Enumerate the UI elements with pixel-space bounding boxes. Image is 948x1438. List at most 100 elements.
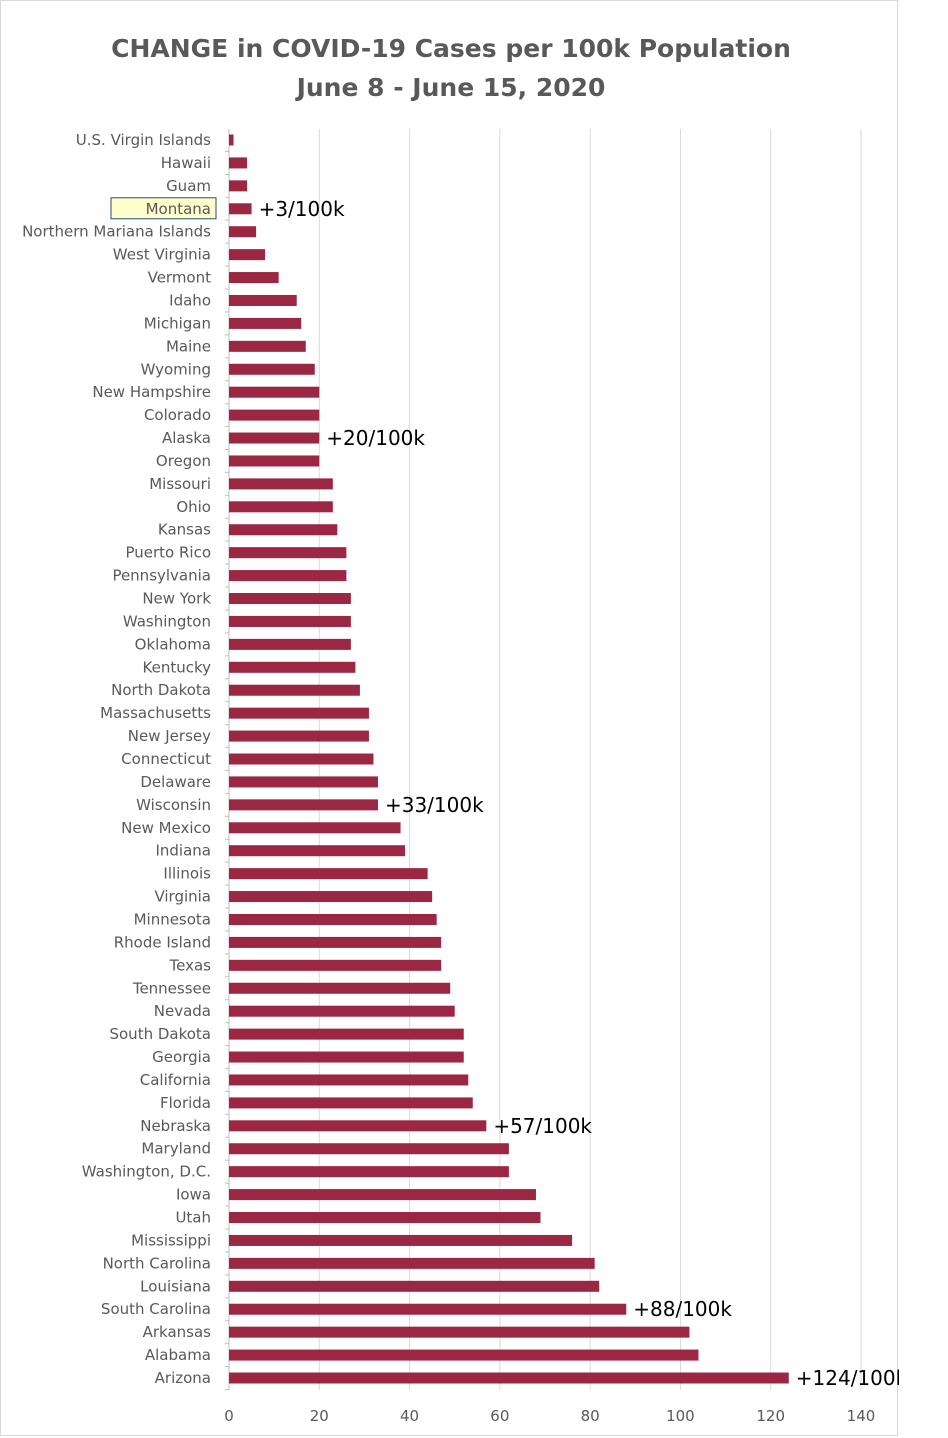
category-label: Washington, D.C. <box>82 1163 211 1181</box>
bar <box>229 501 333 513</box>
bar-annotation: +3/100k <box>259 197 345 221</box>
category-label: Ohio <box>176 498 211 516</box>
category-label: Montana <box>146 200 211 218</box>
category-label: Hawaii <box>161 154 211 172</box>
category-label: Connecticut <box>121 750 211 768</box>
bar <box>229 1051 464 1063</box>
bar <box>229 638 351 650</box>
bar <box>229 799 378 811</box>
bar-annotation: +88/100k <box>633 1297 732 1321</box>
category-label: Idaho <box>169 291 211 309</box>
highlight-box <box>110 197 217 220</box>
category-label: Wisconsin <box>136 796 211 814</box>
bar <box>229 1257 595 1269</box>
bar <box>229 661 356 673</box>
category-label: Minnesota <box>134 910 211 928</box>
category-label: Virginia <box>154 888 211 906</box>
category-label: South Dakota <box>109 1025 211 1043</box>
bar <box>229 1120 487 1132</box>
x-tick-label: 40 <box>400 1407 419 1425</box>
category-label: Kansas <box>158 521 211 539</box>
bar <box>229 1349 699 1361</box>
bar-annotation: +124/100k <box>796 1366 899 1390</box>
bar <box>229 455 320 467</box>
bar <box>229 340 306 352</box>
bar <box>229 845 406 857</box>
category-label: Vermont <box>148 269 212 287</box>
category-label: Pennsylvania <box>112 567 211 585</box>
category-label: Georgia <box>152 1048 211 1066</box>
bar <box>229 753 374 765</box>
bar-annotation: +20/100k <box>326 426 425 450</box>
category-label: South Carolina <box>101 1300 211 1318</box>
bar <box>229 1074 469 1086</box>
category-label: Illinois <box>163 865 211 883</box>
category-label: West Virginia <box>113 246 211 264</box>
bar <box>229 982 451 994</box>
category-label: Rhode Island <box>114 933 211 951</box>
bar <box>229 317 302 329</box>
category-label: Louisiana <box>140 1277 211 1295</box>
bar <box>229 868 428 880</box>
bar <box>229 959 442 971</box>
category-label: Massachusetts <box>100 704 211 722</box>
category-label: Oregon <box>156 452 211 470</box>
x-tick-label: 60 <box>490 1407 509 1425</box>
chart-title: CHANGE in COVID-19 Cases per 100k Popula… <box>1 29 901 107</box>
bar <box>229 386 320 398</box>
category-label: Indiana <box>155 842 211 860</box>
category-label: Utah <box>175 1209 211 1227</box>
category-label: New Jersey <box>128 727 211 745</box>
category-label: Nevada <box>154 1002 211 1020</box>
x-tick-label: 140 <box>847 1407 876 1425</box>
category-label: Puerto Rico <box>125 544 211 562</box>
bar <box>229 776 378 788</box>
bar <box>229 1372 789 1384</box>
x-tick-label: 80 <box>581 1407 600 1425</box>
bar <box>229 363 315 375</box>
category-label: Guam <box>166 177 211 195</box>
category-label: Arkansas <box>143 1323 212 1341</box>
x-tick-label: 120 <box>756 1407 785 1425</box>
bar-annotation: +57/100k <box>493 1114 592 1138</box>
bar <box>229 203 252 215</box>
category-label: North Carolina <box>103 1254 211 1272</box>
bar <box>229 409 320 421</box>
bar <box>229 730 369 742</box>
bar <box>229 570 347 582</box>
bar <box>229 294 297 306</box>
bar <box>229 1097 473 1109</box>
x-tick-label: 100 <box>666 1407 695 1425</box>
bar-annotation: +33/100k <box>385 793 484 817</box>
bar <box>229 134 234 146</box>
category-label: Texas <box>169 956 212 974</box>
category-label: Colorado <box>144 406 211 424</box>
bar <box>229 1005 455 1017</box>
x-tick-label: 0 <box>224 1407 234 1425</box>
bar <box>229 1280 600 1292</box>
bar <box>229 615 351 627</box>
bar <box>229 1234 573 1246</box>
category-label: New Mexico <box>121 819 211 837</box>
category-label: Maryland <box>141 1140 211 1158</box>
bar <box>229 1166 509 1178</box>
category-label: Tennessee <box>132 979 211 997</box>
bar <box>229 684 360 696</box>
chart-frame: CHANGE in COVID-19 Cases per 100k Popula… <box>0 0 901 1436</box>
bar <box>229 547 347 559</box>
category-label: Alabama <box>145 1346 211 1364</box>
category-label: Missouri <box>149 475 211 493</box>
x-tick-label: 20 <box>310 1407 329 1425</box>
chart-title-line: CHANGE in COVID-19 Cases per 100k Popula… <box>111 34 791 63</box>
bar <box>229 1189 536 1201</box>
category-label: Washington <box>123 612 211 630</box>
category-label: U.S. Virgin Islands <box>76 131 211 149</box>
category-label: Florida <box>160 1094 211 1112</box>
bar <box>229 157 248 169</box>
bar <box>229 249 266 261</box>
bar <box>229 272 279 284</box>
category-label: Northern Mariana Islands <box>22 223 211 241</box>
category-label: Alaska <box>162 429 211 447</box>
bar <box>229 822 401 834</box>
bar <box>229 432 320 444</box>
